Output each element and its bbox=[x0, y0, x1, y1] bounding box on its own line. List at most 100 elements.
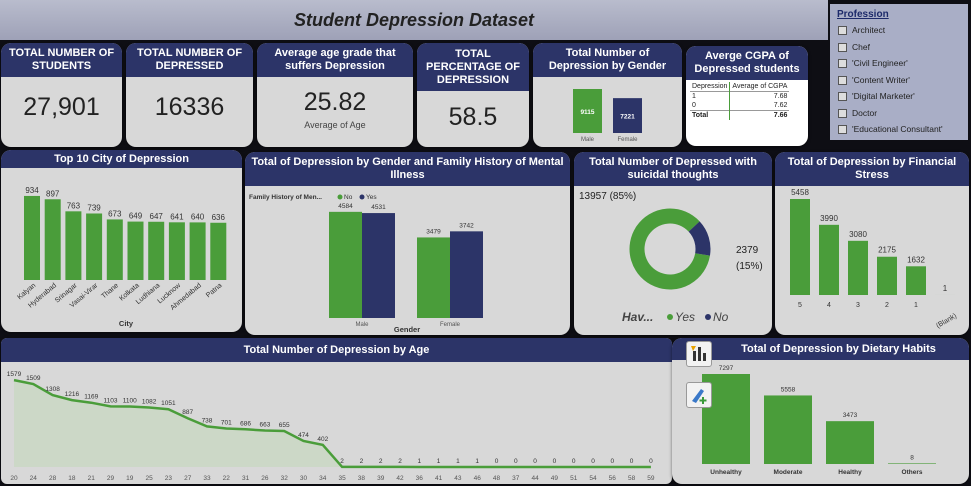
age-value-label: 1 bbox=[437, 458, 441, 465]
kpi-average-age-value: 25.82 bbox=[303, 88, 367, 116]
age-value-label: 1082 bbox=[142, 398, 157, 405]
age-axis-label: 42 bbox=[396, 475, 404, 482]
kpi-average-age-sub: Average of Age bbox=[304, 120, 366, 130]
financial-bar bbox=[877, 256, 897, 295]
profession-slicer[interactable]: Profession Architect Chef 'Civil Engineer'… bbox=[830, 4, 968, 140]
age-axis-label: 21 bbox=[88, 475, 96, 482]
cgpa-table: Depression Average of CGPA 1 7.68 0 7.62 T… bbox=[690, 82, 790, 120]
age-value-label: 1169 bbox=[84, 394, 98, 401]
profession-option-0[interactable]: Architect bbox=[838, 22, 968, 39]
profession-option-1[interactable]: Chef bbox=[838, 39, 968, 56]
kpi-average-age[interactable]: Average age grade that suffers Depressio… bbox=[257, 43, 413, 147]
kpi-percentage[interactable]: TOTAL PERCENTAGE OF DEPRESSION 58.5 bbox=[417, 43, 529, 147]
kpi-total-depressed-label: TOTAL NUMBER OF DEPRESSED bbox=[126, 43, 253, 77]
profession-option-label: 'Civil Engineer' bbox=[852, 58, 908, 68]
city-bar bbox=[189, 222, 206, 280]
family-x-axis-title: Gender bbox=[394, 325, 420, 334]
checkbox-icon[interactable] bbox=[838, 26, 847, 36]
age-axis-label: 28 bbox=[49, 475, 57, 482]
city-value-label: 739 bbox=[87, 203, 101, 212]
age-axis-label: 25 bbox=[145, 475, 153, 482]
kpi-percentage-value: 58.5 bbox=[448, 103, 498, 131]
gender-bar-male bbox=[573, 89, 602, 133]
visual-toolbar-format-button[interactable] bbox=[686, 382, 712, 408]
kpi-total-students[interactable]: TOTAL NUMBER OF STUDENTS 27,901 bbox=[1, 43, 122, 147]
gender-chart-title: Total Number of Depression by Gender bbox=[533, 43, 682, 77]
family-chart-card[interactable]: Total of Depression by Gender and Family… bbox=[245, 152, 570, 335]
profession-option-2[interactable]: 'Civil Engineer' bbox=[838, 55, 968, 72]
diet-value-label: 5558 bbox=[781, 386, 796, 393]
visual-toolbar-chart-button[interactable] bbox=[686, 341, 712, 367]
age-area-chart: 1579201509241308281216181169211103291100… bbox=[7, 371, 655, 482]
diet-value-label: 7297 bbox=[719, 365, 734, 372]
suicide-label-no-pct: (15%) bbox=[736, 261, 763, 272]
suicide-legend-label: Yes bbox=[675, 310, 695, 324]
age-value-label: 0 bbox=[553, 458, 557, 465]
checkbox-icon[interactable] bbox=[838, 59, 847, 69]
family-value-label: 4531 bbox=[371, 204, 386, 211]
checkbox-icon[interactable] bbox=[838, 75, 847, 85]
age-axis-label: 49 bbox=[551, 475, 559, 482]
financial-value-label: 3990 bbox=[820, 214, 838, 223]
city-value-label: 641 bbox=[170, 212, 184, 221]
gender-chart-card[interactable]: Total Number of Depression by Gender 911… bbox=[533, 43, 682, 147]
age-chart-card[interactable]: Total Number of Depression by Age 1579 20… bbox=[1, 338, 672, 484]
family-legend-label: Yes bbox=[366, 194, 377, 201]
cgpa-total-label: Total bbox=[692, 112, 709, 119]
age-value-label: 1509 bbox=[26, 375, 41, 382]
kpi-total-depressed[interactable]: TOTAL NUMBER OF DEPRESSED 16336 bbox=[126, 43, 253, 147]
diet-bar bbox=[826, 421, 874, 464]
kpi-total-students-label: TOTAL NUMBER OF STUDENTS bbox=[1, 43, 122, 77]
city-x-axis-title: City bbox=[119, 319, 134, 328]
profession-option-5[interactable]: Doctor bbox=[838, 105, 968, 122]
suicide-slice-yes bbox=[629, 208, 710, 290]
family-chart-title: Total of Depression by Gender and Family… bbox=[245, 152, 570, 186]
checkbox-icon[interactable] bbox=[838, 108, 847, 118]
cgpa-total-value: 7.66 bbox=[729, 110, 790, 120]
age-value-label: 474 bbox=[298, 432, 309, 439]
diet-axis-label: Moderate bbox=[774, 469, 803, 476]
diet-value-label: 8 bbox=[910, 454, 914, 461]
checkbox-icon[interactable] bbox=[838, 125, 847, 135]
age-axis-label: 34 bbox=[319, 475, 327, 482]
city-chart-title: Top 10 City of Depression bbox=[1, 150, 242, 168]
kpi-total-depressed-value: 16336 bbox=[154, 93, 225, 121]
age-value-label: 402 bbox=[317, 436, 328, 443]
profession-option-label: Chef bbox=[852, 41, 870, 52]
age-axis-label: 19 bbox=[126, 475, 134, 482]
cgpa-card[interactable]: Averge CGPA of Depressed students Depres… bbox=[686, 46, 808, 146]
profession-option-6[interactable]: 'Educational Consultant' bbox=[838, 121, 968, 138]
city-value-label: 636 bbox=[212, 213, 226, 222]
age-axis-label: 33 bbox=[203, 475, 211, 482]
profession-option-3[interactable]: 'Content Writer' bbox=[838, 72, 968, 89]
age-value-label: 663 bbox=[259, 422, 270, 429]
financial-chart-card[interactable]: Total of Depression by Financial Stress … bbox=[775, 152, 969, 335]
cgpa-row-0-label: 0 bbox=[692, 102, 696, 109]
age-axis-label: 27 bbox=[184, 475, 192, 482]
profession-option-4[interactable]: 'Digital Marketer' bbox=[838, 88, 968, 105]
age-value-label: 1216 bbox=[65, 391, 80, 398]
diet-axis-label: Unhealthy bbox=[710, 469, 742, 476]
checkbox-icon[interactable] bbox=[838, 92, 847, 102]
city-value-label: 934 bbox=[25, 186, 39, 195]
age-value-label: 1103 bbox=[104, 397, 118, 404]
suicide-slice-no bbox=[688, 221, 711, 256]
diet-axis-label: Healthy bbox=[838, 469, 862, 476]
diet-chart-card[interactable]: Total of Depression by Dietary Habits 72… bbox=[672, 338, 969, 484]
age-axis-label: 18 bbox=[68, 475, 76, 482]
family-legend-title: Family History of Men... bbox=[249, 194, 322, 201]
city-bar bbox=[106, 219, 123, 280]
suicide-label-yes: 13957 (85%) bbox=[579, 191, 636, 202]
city-axis-label: Patna bbox=[205, 282, 224, 299]
financial-bar bbox=[848, 240, 868, 295]
city-chart-card[interactable]: Top 10 City of Depression 934 Kalyan 897 Hy… bbox=[1, 150, 242, 332]
suicide-legend-title: Hav... bbox=[622, 310, 653, 324]
financial-value-label: 5458 bbox=[791, 188, 809, 197]
age-value-label: 2 bbox=[340, 458, 344, 465]
profession-slicer-title: Profession bbox=[837, 9, 889, 20]
age-axis-label: 22 bbox=[223, 475, 231, 482]
checkbox-icon[interactable] bbox=[838, 42, 847, 52]
city-bar bbox=[44, 199, 61, 280]
suicide-chart-card[interactable]: Total Number of Depressed with suicidal … bbox=[574, 152, 772, 335]
kpi-percentage-label: TOTAL PERCENTAGE OF DEPRESSION bbox=[417, 43, 529, 91]
